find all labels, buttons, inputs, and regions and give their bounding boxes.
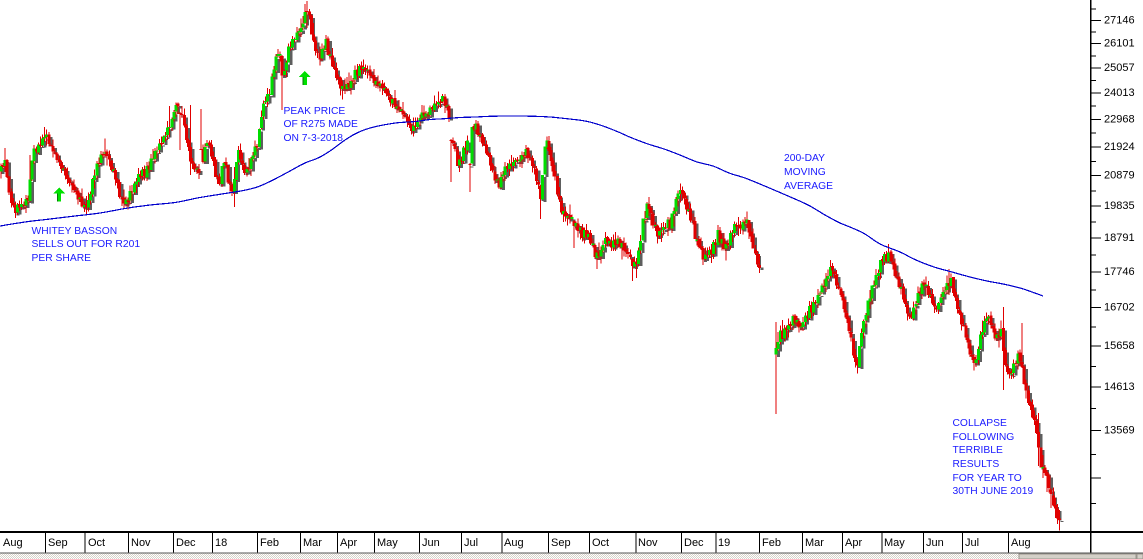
svg-text:Jun: Jun (926, 537, 944, 549)
svg-text:22968: 22968 (1104, 113, 1135, 125)
svg-text:Nov: Nov (131, 537, 151, 549)
svg-text:Mar: Mar (303, 537, 322, 549)
svg-text:Jul: Jul (965, 537, 979, 549)
svg-text:13569: 13569 (1104, 425, 1135, 437)
svg-text:Dec: Dec (176, 537, 196, 549)
svg-text:19835: 19835 (1104, 200, 1135, 212)
svg-text:Apr: Apr (845, 537, 862, 549)
svg-text:Oct: Oct (592, 537, 609, 549)
svg-text:Sep: Sep (48, 537, 68, 549)
svg-text:Mar: Mar (805, 537, 824, 549)
svg-text:Dec: Dec (684, 537, 704, 549)
svg-text:27146: 27146 (1104, 15, 1135, 27)
svg-text:18: 18 (215, 537, 227, 549)
svg-text:24013: 24013 (1104, 87, 1135, 99)
svg-text:18791: 18791 (1104, 232, 1135, 244)
svg-text:26101: 26101 (1104, 38, 1135, 50)
svg-text:17746: 17746 (1104, 266, 1135, 278)
svg-text:Apr: Apr (340, 537, 357, 549)
svg-text:20879: 20879 (1104, 170, 1135, 182)
svg-text:14613: 14613 (1104, 381, 1135, 393)
svg-text:Jun: Jun (422, 537, 440, 549)
svg-text:16702: 16702 (1104, 302, 1135, 314)
svg-text:25057: 25057 (1104, 62, 1135, 74)
svg-text:May: May (377, 537, 398, 549)
svg-text:Sep: Sep (551, 537, 571, 549)
svg-text:Jul: Jul (464, 537, 478, 549)
svg-text:Feb: Feb (762, 537, 781, 549)
svg-text:Aug: Aug (1011, 537, 1031, 549)
svg-text:May: May (884, 537, 905, 549)
svg-text:Nov: Nov (638, 537, 658, 549)
svg-text:21924: 21924 (1104, 141, 1135, 153)
svg-text:15658: 15658 (1104, 340, 1135, 352)
svg-text:Aug: Aug (3, 537, 23, 549)
svg-text:19: 19 (718, 537, 730, 549)
svg-text:Aug: Aug (504, 537, 524, 549)
svg-text:Feb: Feb (260, 537, 279, 549)
svg-text:Oct: Oct (88, 537, 105, 549)
